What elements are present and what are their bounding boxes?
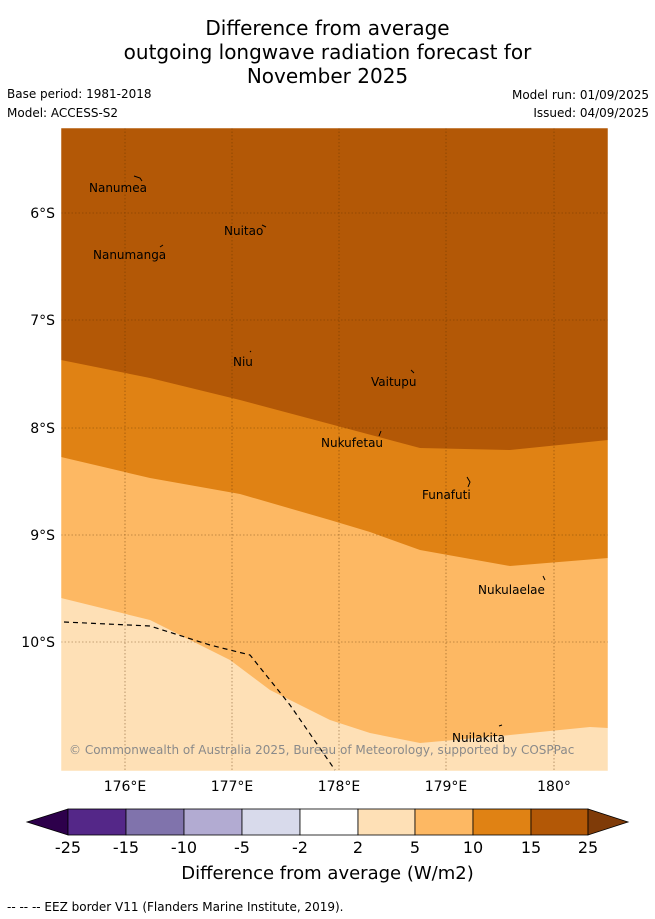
- colorbar-underflow-arrow: [25, 808, 69, 836]
- map-frame: [60, 127, 609, 772]
- map-title-line3: November 2025: [246, 64, 409, 88]
- lat-label: 6°S: [30, 206, 55, 222]
- longitude-labels: 176°E 177°E 178°E 179°E 180°: [104, 779, 571, 795]
- colorbar-overflow-arrow: [587, 808, 630, 836]
- lat-label: 9°S: [30, 528, 55, 544]
- latitude-labels: 6°S 7°S 8°S 9°S 10°S: [21, 206, 55, 651]
- colorbar-segment: [67, 808, 127, 836]
- colorbar-tick-label: 25: [577, 838, 599, 857]
- colorbar-tick-label: 10: [462, 838, 484, 857]
- lon-label: 180°: [537, 779, 571, 795]
- issued-date: Issued: 04/09/2025: [533, 106, 649, 120]
- colorbar-tick-label: -10: [170, 838, 198, 857]
- lon-label: 177°E: [211, 779, 254, 795]
- lon-label: 176°E: [104, 779, 147, 795]
- base-period: Base period: 1981-2018: [7, 87, 152, 101]
- colorbar-tick-label: -25: [54, 838, 82, 857]
- place-nukufetau: Nukufetau: [321, 436, 383, 450]
- map-area: [61, 128, 608, 771]
- lat-label: 8°S: [30, 421, 55, 437]
- map-title-line2: outgoing longwave radiation forecast for: [123, 40, 532, 64]
- lon-label: 179°E: [425, 779, 468, 795]
- colorbar-tick-label: -5: [234, 838, 250, 857]
- lon-label: 178°E: [318, 779, 361, 795]
- colorbar-segment: [241, 808, 301, 836]
- model-run: Model run: 01/09/2025: [511, 88, 649, 102]
- place-nuitao: Nuitao: [224, 224, 263, 238]
- colorbar-segment: [299, 808, 359, 836]
- lat-label: 7°S: [30, 313, 55, 329]
- colorbar-tick-label: -15: [112, 838, 140, 857]
- place-nuilakita: Nuilakita: [452, 731, 505, 745]
- map-title-line1: Difference from average: [205, 16, 450, 40]
- colorbar-title: Difference from average (W/m2): [181, 863, 474, 884]
- colorbar: [25, 808, 630, 836]
- grid-lines: [61, 128, 608, 771]
- colorbar-tick-label: 15: [520, 838, 542, 857]
- colorbar-tick-label: 2: [352, 838, 364, 857]
- colorbar-tick-label: 5: [409, 838, 421, 857]
- colorbar-segment: [530, 808, 589, 836]
- place-vaitupu: Vaitupu: [371, 375, 417, 389]
- colorbar-segment: [125, 808, 185, 836]
- place-nukulaelae: Nukulaelae: [478, 583, 545, 597]
- place-labels: Nanumea Nuitao Nanumanga Niu Vaitupu Nuk…: [89, 181, 545, 745]
- place-nanumea: Nanumea: [89, 181, 147, 195]
- colorbar-segment: [414, 808, 474, 836]
- island-shapes: [133, 175, 546, 727]
- lat-label: 10°S: [21, 635, 55, 651]
- eez-legend-note: -- -- -- EEZ border V11 (Flanders Marine…: [7, 900, 344, 914]
- model-name: Model: ACCESS-S2: [7, 106, 119, 120]
- colorbar-segment: [472, 808, 532, 836]
- place-nanumanga: Nanumanga: [93, 248, 166, 262]
- place-funafuti: Funafuti: [422, 488, 471, 502]
- band-above-15: [61, 128, 608, 450]
- copyright-notice: © Commonwealth of Australia 2025, Bureau…: [69, 743, 574, 757]
- colorbar-segment: [357, 808, 416, 836]
- colorbar-tick-label: -2: [292, 838, 308, 857]
- place-niu: Niu: [233, 355, 253, 369]
- colorbar-segment: [183, 808, 243, 836]
